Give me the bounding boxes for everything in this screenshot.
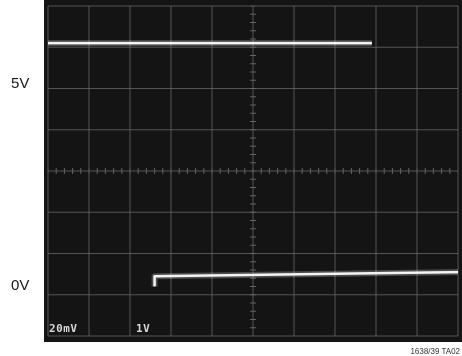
channel2-scale-readout: 1V	[136, 322, 151, 335]
scope-graticule	[47, 5, 459, 337]
figure-id: 1638/39 TA02	[410, 347, 460, 356]
top-level-label: 5V	[11, 75, 30, 92]
trace-2	[153, 270, 459, 287]
grid	[47, 5, 459, 337]
traces	[48, 40, 459, 287]
channel1-scale-readout: 20mV	[49, 322, 78, 335]
oscilloscope-screen: 20mV 1V	[44, 0, 462, 342]
bottom-level-label: 0V	[11, 277, 30, 294]
